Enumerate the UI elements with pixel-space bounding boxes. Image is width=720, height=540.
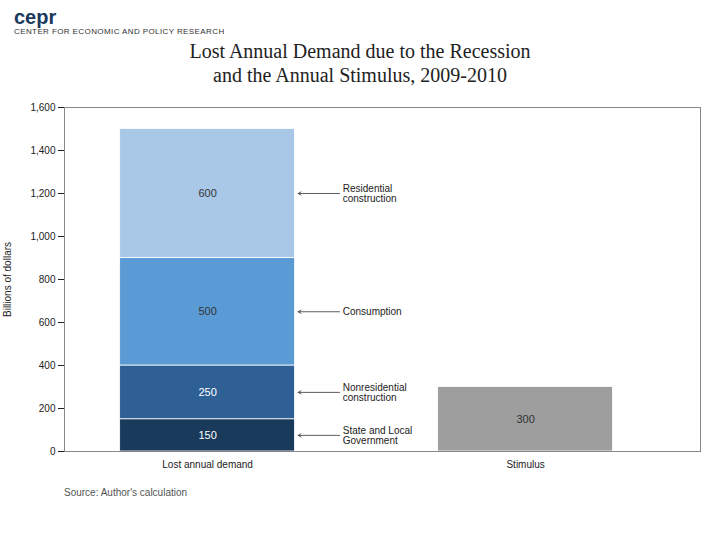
svg-text:200: 200 bbox=[39, 402, 56, 413]
svg-text:Stimulus: Stimulus bbox=[506, 458, 544, 469]
svg-text:500: 500 bbox=[198, 305, 216, 317]
svg-text:Residentialconstruction: Residentialconstruction bbox=[343, 182, 397, 203]
svg-text:Billions of dollars: Billions of dollars bbox=[2, 242, 13, 317]
svg-text:600: 600 bbox=[198, 187, 216, 199]
svg-text:1,200: 1,200 bbox=[30, 187, 55, 198]
html-text:CENTER FOR ECONOMIC AND POLICY: CENTER FOR ECONOMIC AND POLICY RESEARCH bbox=[14, 27, 225, 36]
svg-text:0: 0 bbox=[50, 445, 56, 456]
svg-text:800: 800 bbox=[39, 273, 56, 284]
html-text:Lost Annual Demand due to the: Lost Annual Demand due to the Recession … bbox=[189, 39, 531, 86]
html-text:Source: Author's calculation: Source: Author's calculation bbox=[64, 486, 188, 498]
svg-text:State and LocalGovernment: State and LocalGovernment bbox=[343, 424, 413, 445]
svg-text:1,000: 1,000 bbox=[30, 230, 55, 241]
svg-text:600: 600 bbox=[39, 316, 56, 327]
svg-text:1,600: 1,600 bbox=[30, 101, 55, 112]
svg-text:400: 400 bbox=[39, 359, 56, 370]
html-text:cepr: cepr bbox=[14, 6, 57, 28]
svg-text:300: 300 bbox=[516, 413, 534, 425]
svg-text:1,400: 1,400 bbox=[30, 144, 55, 155]
svg-text:Consumption: Consumption bbox=[343, 306, 402, 317]
svg-text:150: 150 bbox=[198, 429, 216, 441]
svg-text:250: 250 bbox=[198, 386, 216, 398]
svg-text:Lost annual demand: Lost annual demand bbox=[162, 458, 253, 469]
svg-text:Nonresidentialconstruction: Nonresidentialconstruction bbox=[343, 381, 407, 402]
